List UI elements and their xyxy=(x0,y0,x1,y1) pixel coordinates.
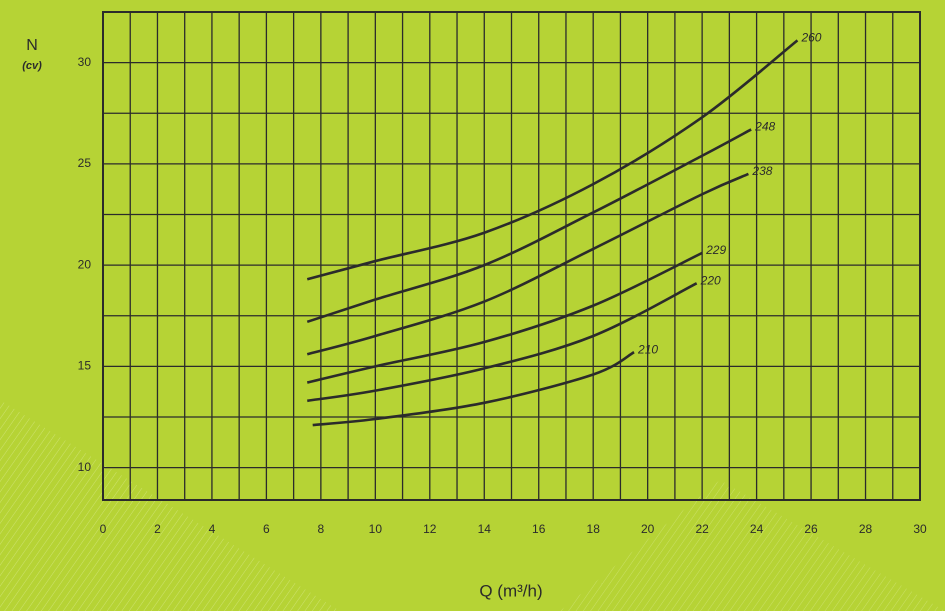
x-tick-label: 12 xyxy=(423,522,437,536)
curve-label: 238 xyxy=(751,164,772,178)
x-tick-label: 8 xyxy=(318,522,325,536)
curve-label: 220 xyxy=(700,274,721,288)
y-tick-label: 25 xyxy=(78,156,92,170)
x-tick-label: 0 xyxy=(100,522,107,536)
plot-frame xyxy=(102,11,921,501)
y-tick-label: 30 xyxy=(78,55,92,69)
x-axis-label: Q (m³/h) xyxy=(479,581,542,600)
curve xyxy=(306,251,703,384)
y-tick-label: 20 xyxy=(78,257,92,271)
curve-label: 210 xyxy=(637,342,658,356)
decoration xyxy=(0,400,340,611)
x-tick-label: 2 xyxy=(154,522,161,536)
decoration xyxy=(560,480,945,611)
x-tick-label: 30 xyxy=(913,522,927,536)
x-tick-label: 4 xyxy=(209,522,216,536)
x-tick-label: 28 xyxy=(859,522,873,536)
curve xyxy=(306,128,752,324)
x-tick-label: 18 xyxy=(587,522,601,536)
curve xyxy=(307,282,698,403)
curve xyxy=(312,351,635,427)
x-tick-label: 22 xyxy=(695,522,709,536)
y-axis-label: N xyxy=(26,37,38,54)
curve xyxy=(306,39,799,281)
y-tick-label: 15 xyxy=(78,359,92,373)
curve-label: 248 xyxy=(754,120,775,134)
y-tick-label: 10 xyxy=(78,460,92,474)
curve xyxy=(306,172,749,356)
x-tick-label: 20 xyxy=(641,522,655,536)
x-tick-label: 26 xyxy=(804,522,818,536)
y-axis-unit: (cv) xyxy=(22,60,42,72)
x-tick-label: 6 xyxy=(263,522,270,536)
x-tick-label: 16 xyxy=(532,522,546,536)
x-tick-label: 10 xyxy=(369,522,383,536)
x-tick-label: 14 xyxy=(478,522,492,536)
x-tick-label: 24 xyxy=(750,522,764,536)
curve-label: 260 xyxy=(800,31,821,45)
curve-label: 229 xyxy=(705,243,726,257)
